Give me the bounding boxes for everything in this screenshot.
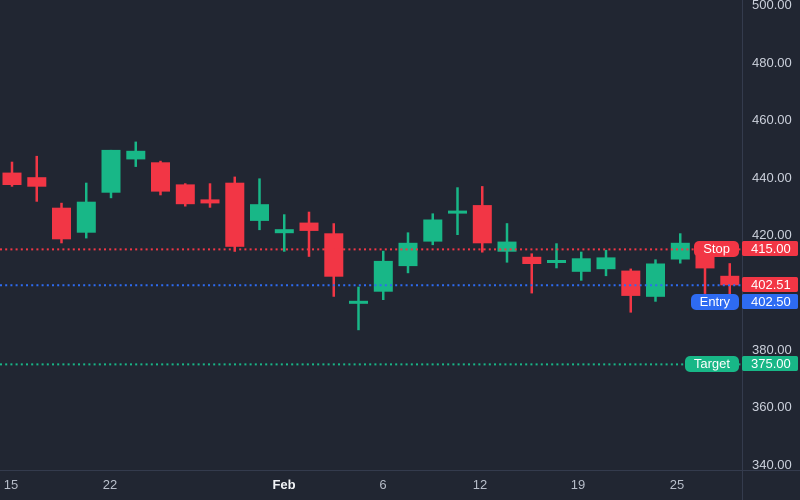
candlestick-plot-area[interactable] bbox=[0, 0, 742, 470]
candle-body-down bbox=[621, 270, 641, 296]
candle-body-up bbox=[101, 149, 121, 193]
candle-body-up bbox=[274, 229, 294, 234]
candle-body-up bbox=[448, 210, 467, 214]
candle-body-down bbox=[27, 177, 47, 187]
candle-body-up bbox=[373, 260, 393, 292]
candle-body-down bbox=[52, 207, 71, 240]
entry-price-badge[interactable]: 402.50 bbox=[742, 294, 798, 309]
price-tick-label: 420.00 bbox=[752, 227, 792, 242]
price-tick-label: 380.00 bbox=[752, 342, 792, 357]
time-axis-separator bbox=[0, 470, 800, 471]
time-tick-label: 25 bbox=[669, 477, 685, 492]
stop-order-tag-label: Stop bbox=[703, 241, 730, 256]
candle-body-down bbox=[200, 199, 220, 204]
price-tick-label: 500.00 bbox=[752, 0, 792, 12]
candle-body-up bbox=[646, 263, 665, 297]
time-tick-label: 19 bbox=[570, 477, 586, 492]
candle-body-up bbox=[76, 201, 96, 233]
last-price-badge: 402.51 bbox=[742, 277, 798, 292]
candle-body-up bbox=[349, 300, 368, 304]
candle-body-down bbox=[472, 205, 492, 244]
target-order-tag[interactable]: Target bbox=[684, 356, 739, 372]
candle-body-up bbox=[497, 241, 517, 252]
candle-body-up bbox=[423, 219, 443, 242]
candle-body-up bbox=[596, 257, 616, 270]
candle-body-up bbox=[571, 258, 591, 272]
candle-body-down bbox=[2, 172, 22, 185]
candle-body-down bbox=[324, 233, 344, 277]
price-axis[interactable]: 500.00 480.00 460.00 440.00 420.00 380.00 360.… bbox=[742, 0, 800, 472]
time-axis[interactable]: 15 22 Feb 6 12 19 25 bbox=[0, 470, 742, 500]
stop-price-badge[interactable]: 415.00 bbox=[742, 241, 798, 256]
candle-body-down bbox=[720, 275, 740, 286]
price-tick-label: 360.00 bbox=[752, 399, 792, 414]
time-tick-label: Feb bbox=[272, 477, 296, 492]
candle-body-up bbox=[398, 242, 418, 267]
entry-order-tag-label: Entry bbox=[699, 294, 730, 309]
candle-body-down bbox=[175, 184, 195, 205]
price-tick-label: 340.00 bbox=[752, 457, 792, 472]
time-tick-label: 12 bbox=[472, 477, 488, 492]
entry-order-tag[interactable]: Entry bbox=[690, 294, 739, 310]
target-price-badge[interactable]: 375.00 bbox=[742, 356, 798, 371]
candle-body-down bbox=[225, 182, 245, 247]
candle-body-up bbox=[250, 204, 269, 221]
candle-body-up bbox=[547, 260, 566, 263]
time-tick-label: 22 bbox=[102, 477, 118, 492]
candle-body-down bbox=[522, 256, 542, 264]
candle-body-down bbox=[299, 222, 319, 231]
price-tick-label: 480.00 bbox=[752, 55, 792, 70]
candle-body-up bbox=[126, 150, 146, 160]
time-tick-label: 15 bbox=[3, 477, 19, 492]
time-tick-label: 6 bbox=[379, 477, 387, 492]
stop-order-tag[interactable]: Stop bbox=[694, 241, 739, 257]
target-order-tag-label: Target bbox=[693, 356, 730, 371]
price-tick-label: 440.00 bbox=[752, 170, 792, 185]
candle-body-up bbox=[670, 242, 690, 260]
price-tick-label: 460.00 bbox=[752, 112, 792, 127]
candle-body-down bbox=[151, 162, 170, 192]
